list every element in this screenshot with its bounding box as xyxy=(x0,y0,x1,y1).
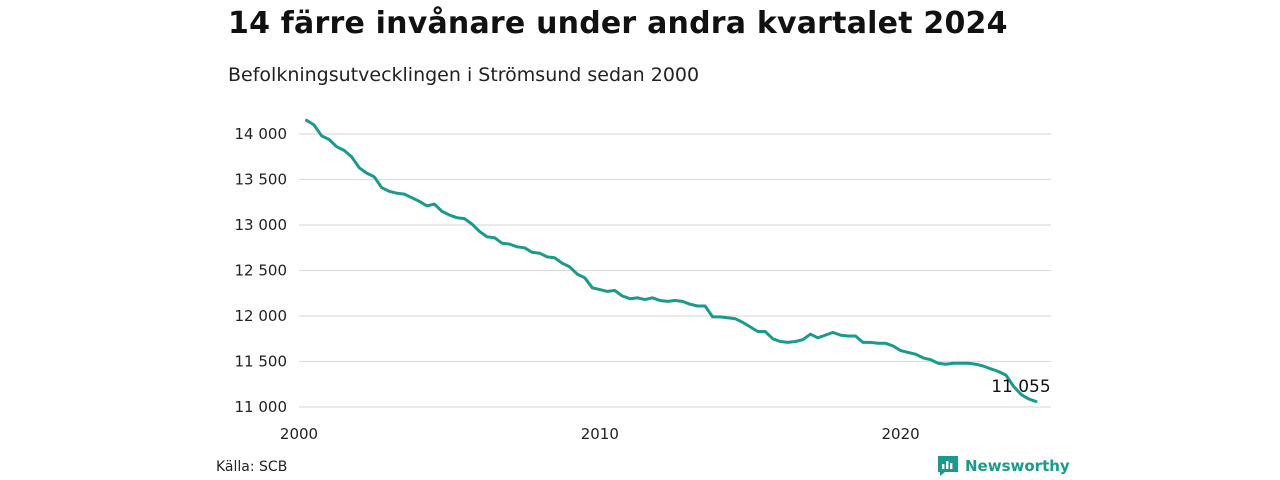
chart-title: 14 färre invånare under andra kvartalet … xyxy=(228,6,1008,41)
y-tick-label: 14 000 xyxy=(235,125,288,143)
annotation-layer: 11 055 xyxy=(991,377,1050,397)
x-axis-ticks: 2000 2010 2020 xyxy=(280,425,920,443)
brand-name: Newsworthy xyxy=(965,457,1070,475)
y-tick-label: 12 000 xyxy=(235,307,288,325)
chart-subtitle: Befolkningsutvecklingen i Strömsund seda… xyxy=(228,64,700,86)
chart-logo-icon xyxy=(938,456,958,476)
x-tick-label: 2010 xyxy=(581,425,619,443)
x-tick-label: 2000 xyxy=(280,425,318,443)
series-line xyxy=(305,118,1038,403)
brand-logo: Newsworthy xyxy=(937,455,1070,477)
y-tick-label: 11 000 xyxy=(235,398,288,416)
grid-lines xyxy=(299,133,1051,408)
x-tick-label: 2020 xyxy=(882,425,920,443)
y-tick-label: 13 500 xyxy=(235,171,288,189)
y-tick-label: 13 000 xyxy=(235,216,288,234)
y-tick-label: 11 500 xyxy=(235,353,288,371)
last-value-label: 11 055 xyxy=(991,377,1050,397)
y-tick-label: 12 500 xyxy=(235,262,288,280)
source-note: Källa: SCB xyxy=(216,459,288,475)
y-axis-ticks: 11 000 11 500 12 000 12 500 13 000 13 500 14 0… xyxy=(235,125,288,416)
series-layer xyxy=(305,118,1038,403)
